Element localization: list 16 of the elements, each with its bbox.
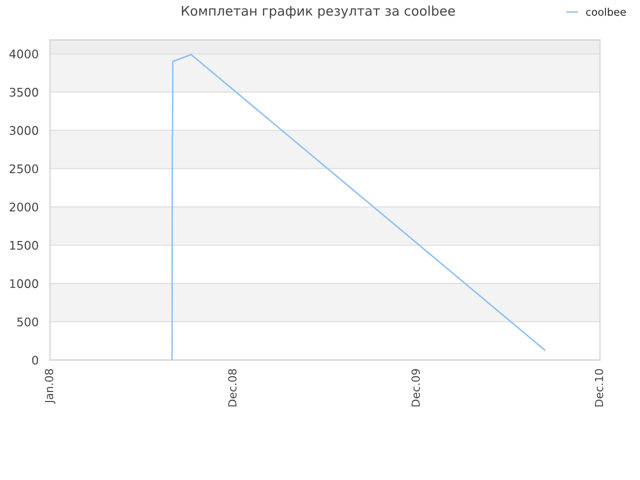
chart-title: Комплетан график резултат за coolbee	[182, 6, 455, 18]
y-tick-label: 0	[32, 356, 38, 365]
line-series	[171, 54, 546, 360]
x-tick-label: Dec.09	[411, 369, 420, 406]
y-tick-label: 1500	[10, 240, 38, 250]
y-tick-label: 3000	[10, 126, 38, 135]
x-tick-label: Dec.10	[594, 369, 604, 406]
y-tick-label: 3500	[10, 88, 38, 97]
y-tick-label: 2500	[10, 164, 38, 174]
y-tick-label: 4000	[9, 50, 38, 58]
x-tick-label: Jan.08	[44, 369, 56, 404]
y-tick-label: 500	[17, 317, 38, 326]
legend-label: coolbee	[586, 8, 626, 16]
y-tick-label: 1000	[10, 279, 38, 288]
y-tick-label: 2000	[10, 202, 38, 212]
x-tick-label: Dec.08	[228, 369, 237, 406]
